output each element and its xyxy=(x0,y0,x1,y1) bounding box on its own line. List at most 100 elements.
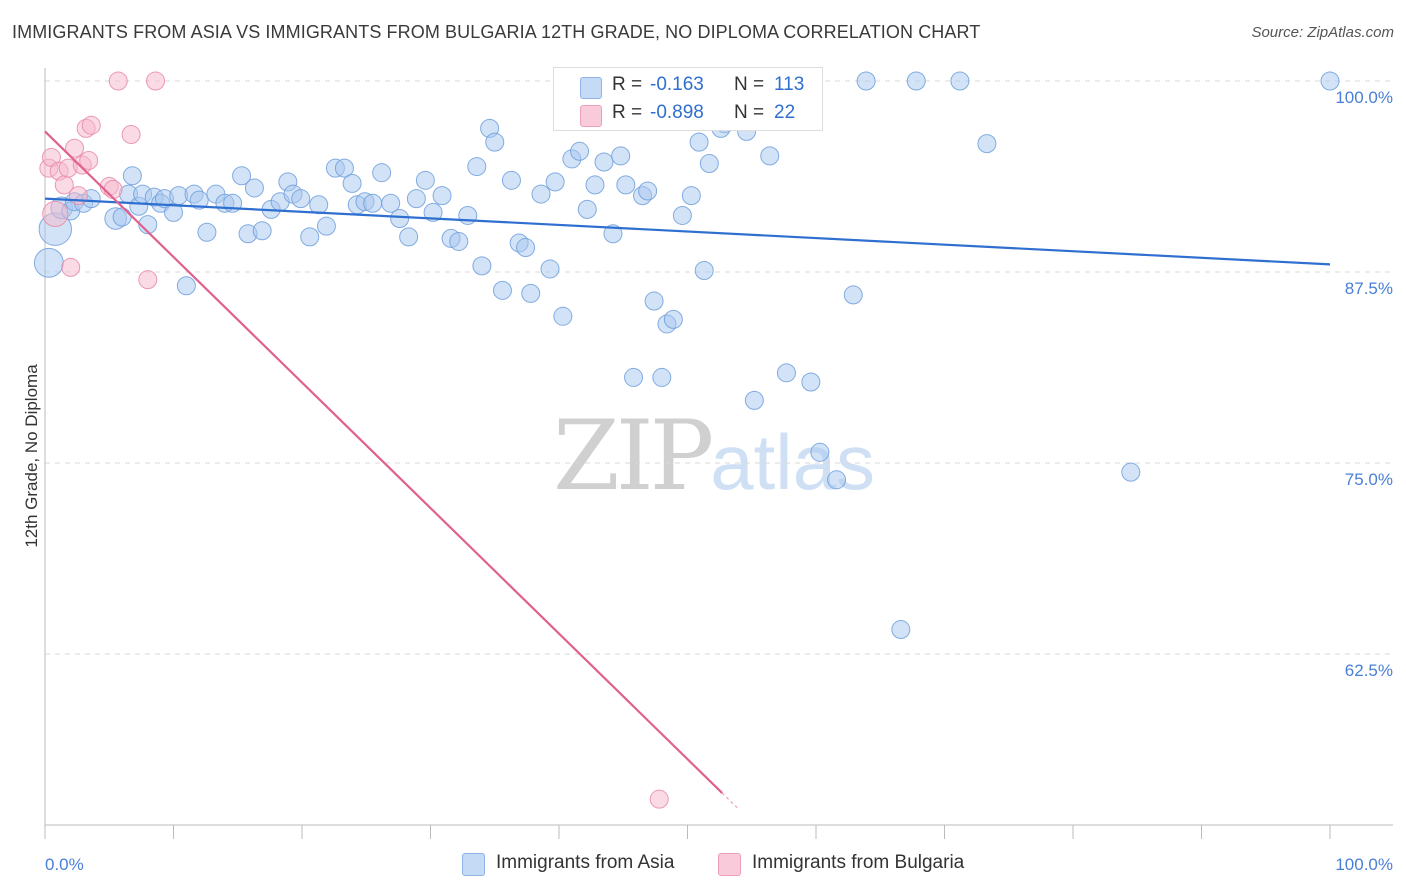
asia-point xyxy=(744,390,764,410)
asia-point xyxy=(950,71,970,91)
bulgaria-point xyxy=(649,789,669,809)
asia-point xyxy=(363,193,383,213)
legend-r-label: R = xyxy=(612,74,643,95)
bulgaria-point xyxy=(42,200,69,228)
asia-point xyxy=(112,207,132,227)
trend-line-asia xyxy=(44,197,1331,266)
legend-n-label: N = xyxy=(734,74,765,95)
axes xyxy=(44,68,1393,839)
legend-swatch-asia xyxy=(580,77,602,99)
bulgaria-point xyxy=(81,115,101,135)
asia-point xyxy=(906,71,926,91)
stats-legend: R = -0.163 N = 113 R = -0.898 N = 22 xyxy=(553,67,823,131)
x-tick-labels: 0.0% 100.0% xyxy=(45,855,1393,874)
legend-r-label: R = xyxy=(612,102,643,123)
legend-n-label: N = xyxy=(734,102,765,123)
asia-point xyxy=(681,186,701,206)
asia-point xyxy=(449,231,469,251)
asia-point xyxy=(189,190,209,210)
y-tick-labels: 100.0% 87.5% 75.0% 62.5% xyxy=(1335,88,1393,680)
asia-point xyxy=(827,470,847,490)
asia-point xyxy=(638,181,658,201)
asia-point xyxy=(652,367,672,387)
asia-point xyxy=(577,199,597,219)
series-asia-points xyxy=(33,71,1340,640)
asia-point xyxy=(570,141,590,161)
trend-line-bulgaria xyxy=(44,130,723,794)
legend-r-value: -0.898 xyxy=(650,102,704,123)
y-tick-label: 100.0% xyxy=(1335,88,1393,107)
asia-point xyxy=(856,71,876,91)
asia-point xyxy=(472,256,492,276)
asia-point xyxy=(334,158,354,178)
x-tick-label: 0.0% xyxy=(45,855,84,874)
asia-point xyxy=(467,157,487,177)
asia-point xyxy=(672,205,692,225)
asia-point xyxy=(244,178,264,198)
asia-point xyxy=(810,442,830,462)
asia-point xyxy=(291,189,311,209)
legend-n-value: 113 xyxy=(774,74,805,95)
asia-point xyxy=(501,170,521,190)
asia-point xyxy=(585,175,605,195)
asia-point xyxy=(624,367,644,387)
watermark-atlas: atlas xyxy=(710,418,875,506)
bulgaria-point xyxy=(79,150,99,170)
asia-point xyxy=(1320,71,1340,91)
y-tick-label: 75.0% xyxy=(1345,470,1393,489)
asia-point xyxy=(381,193,401,213)
asia-point xyxy=(531,184,551,204)
asia-point xyxy=(406,189,426,209)
bulgaria-point xyxy=(68,186,88,206)
asia-point xyxy=(399,227,419,247)
chart-title: IMMIGRANTS FROM ASIA VS IMMIGRANTS FROM … xyxy=(12,22,981,42)
asia-point xyxy=(776,363,796,383)
legend-r-value: -0.163 xyxy=(650,74,704,95)
grid-lines xyxy=(45,80,1393,655)
y-tick-label: 62.5% xyxy=(1345,661,1393,680)
asia-point xyxy=(309,195,329,215)
x-tick-label: 100.0% xyxy=(1335,855,1393,874)
bottom-legend-swatch-bulgaria xyxy=(718,853,741,876)
legend-n-value: 22 xyxy=(774,102,796,123)
asia-point xyxy=(611,146,631,166)
watermark-zip: ZIP xyxy=(553,400,714,512)
asia-point xyxy=(977,134,997,154)
asia-point xyxy=(423,202,443,222)
bulgaria-point xyxy=(108,71,128,91)
bulgaria-point xyxy=(138,270,158,290)
asia-point xyxy=(699,154,719,174)
trend-line-bulgaria-extension xyxy=(721,792,740,810)
asia-point xyxy=(603,224,623,244)
asia-point xyxy=(33,247,64,278)
bottom-legend-swatch-asia xyxy=(462,853,485,876)
asia-point xyxy=(372,163,392,183)
y-axis-title: 12th Grade, No Diploma xyxy=(22,364,41,548)
asia-point xyxy=(252,221,272,241)
asia-point xyxy=(760,146,780,166)
asia-point xyxy=(415,170,435,190)
asia-point xyxy=(316,216,336,236)
bulgaria-point xyxy=(65,138,85,158)
asia-point xyxy=(342,173,362,193)
asia-point xyxy=(485,132,505,152)
asia-point xyxy=(594,152,614,172)
asia-point xyxy=(663,309,683,329)
bulgaria-point xyxy=(61,257,81,277)
trend-lines xyxy=(44,130,1331,810)
asia-point xyxy=(540,259,560,279)
source-label: Source: ZipAtlas.com xyxy=(1251,24,1394,41)
watermark: ZIPatlas xyxy=(553,400,875,512)
asia-point xyxy=(545,172,565,192)
bulgaria-point xyxy=(146,71,166,91)
asia-point xyxy=(553,306,573,326)
bulgaria-point xyxy=(103,179,123,199)
bottom-legend-label-bulgaria: Immigrants from Bulgaria xyxy=(752,852,965,873)
bulgaria-point xyxy=(121,124,141,144)
asia-point xyxy=(801,372,821,392)
asia-point xyxy=(197,222,217,242)
asia-point xyxy=(390,209,410,229)
asia-point xyxy=(176,276,196,296)
legend-swatch-bulgaria xyxy=(580,105,602,127)
asia-point xyxy=(458,205,478,225)
